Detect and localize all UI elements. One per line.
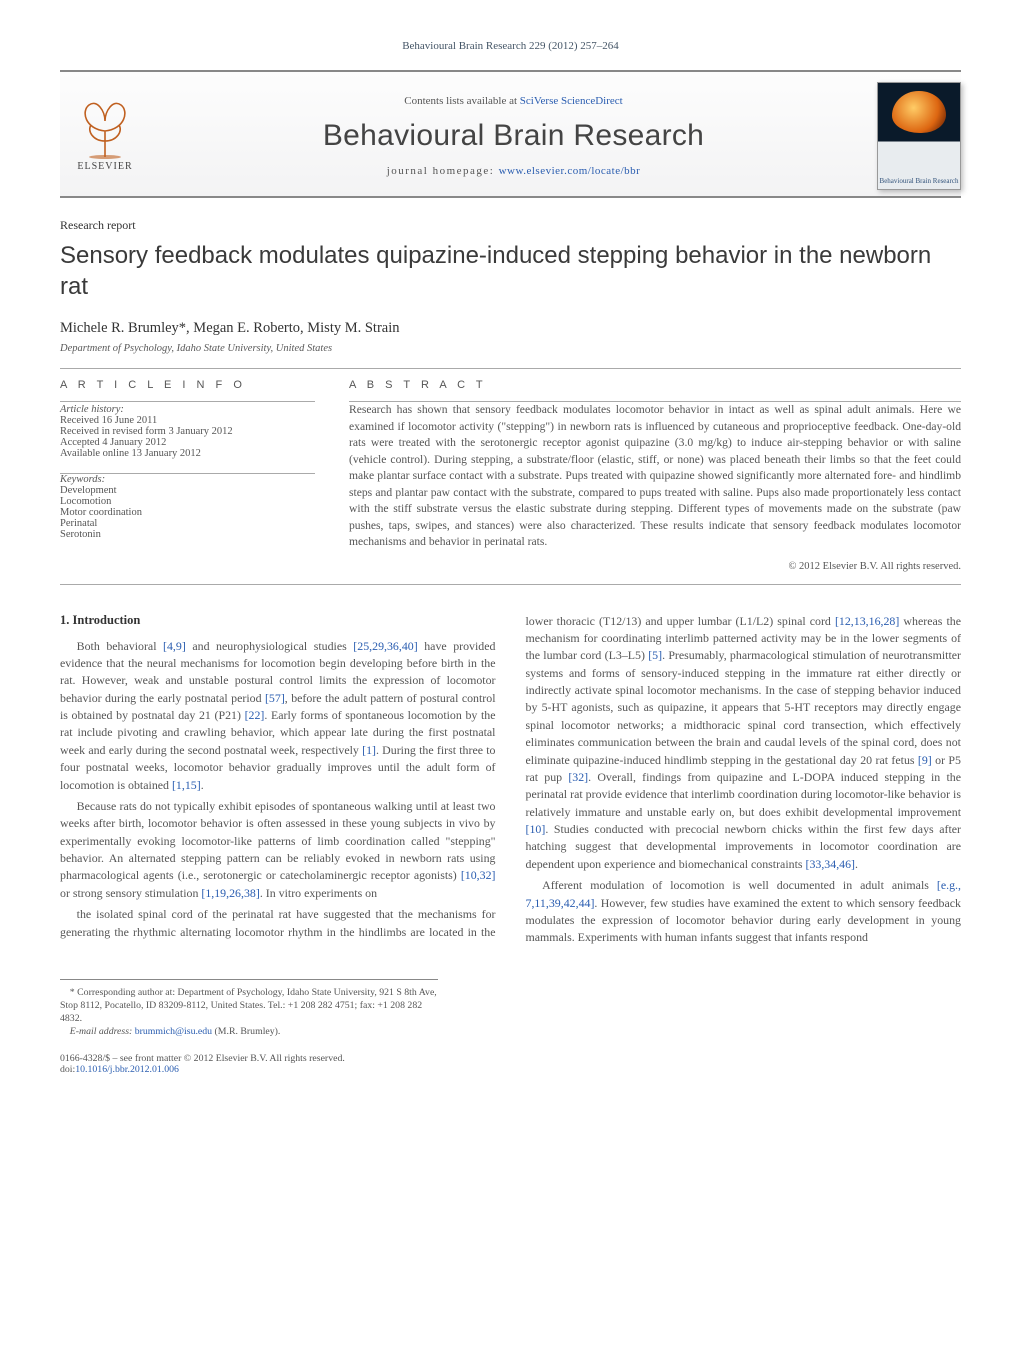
journal-reference: Behavioural Brain Research 229 (2012) 25… [60,40,961,52]
abstract-block: A B S T R A C T Research has shown that … [349,379,961,571]
reference-link[interactable]: [4,9] [163,639,186,653]
doi-line: doi:10.1016/j.bbr.2012.01.006 [60,1064,961,1075]
keyword: Development [60,485,315,496]
email-label: E-mail address: [70,1026,135,1037]
masthead: ELSEVIER Contents lists available at Sci… [60,72,961,196]
contents-prefix: Contents lists available at [404,95,519,107]
reference-link[interactable]: [1,15] [172,778,201,792]
reference-link[interactable]: [57] [265,691,285,705]
reference-link[interactable]: [33,34,46] [805,857,855,871]
footnotes: * Corresponding author at: Department of… [60,979,438,1039]
reference-link[interactable]: [22] [245,708,265,722]
doi-label: doi: [60,1064,75,1075]
rule-under-masthead [60,196,961,198]
email-tail: (M.R. Brumley). [212,1026,280,1037]
doi-link[interactable]: 10.1016/j.bbr.2012.01.006 [75,1064,179,1075]
author-email-link[interactable]: brummich@isu.edu [135,1026,212,1037]
history-label: Article history: [60,404,315,415]
rule-above-info [60,368,961,369]
abstract-copyright: © 2012 Elsevier B.V. All rights reserved… [349,561,961,572]
keyword: Locomotion [60,496,315,507]
reference-link[interactable]: [12,13,16,28] [835,614,899,628]
journal-cover-thumb: Behavioural Brain Research [877,82,961,190]
info-abstract-row: A R T I C L E I N F O Article history: R… [60,379,961,571]
history-line: Available online 13 January 2012 [60,448,315,459]
affiliation: Department of Psychology, Idaho State Un… [60,343,961,354]
article-info-heading: A R T I C L E I N F O [60,379,315,391]
body-paragraph: Because rats do not typically exhibit ep… [60,798,496,902]
reference-link[interactable]: [1,19,26,38] [201,886,259,900]
authors: Michele R. Brumley*, Megan E. Roberto, M… [60,320,961,337]
reference-link[interactable]: [1] [362,743,376,757]
reference-link[interactable]: [10,32] [461,868,496,882]
publisher-logo: ELSEVIER [60,91,150,181]
abstract-heading: A B S T R A C T [349,379,961,391]
keywords-label: Keywords: [60,474,315,485]
homepage-link[interactable]: www.elsevier.com/locate/bbr [499,165,641,177]
article-title: Sensory feedback modulates quipazine-ind… [60,241,961,302]
reference-link[interactable]: [10] [526,822,546,836]
reference-link[interactable]: [9] [918,753,932,767]
journal-title: Behavioural Brain Research [150,119,877,153]
article-section-label: Research report [60,218,961,233]
front-matter: 0166-4328/$ – see front matter © 2012 El… [60,1053,961,1075]
history-line: Received 16 June 2011 [60,415,315,426]
rule-info-1 [60,401,315,402]
article-body: 1. Introduction Both behavioral [4,9] an… [60,613,961,947]
history-line: Accepted 4 January 2012 [60,437,315,448]
elsevier-tree-icon [75,101,135,159]
sciencedirect-link[interactable]: SciVerse ScienceDirect [520,95,623,107]
email-line: E-mail address: brummich@isu.edu (M.R. B… [60,1025,438,1038]
abstract-text: Research has shown that sensory feedback… [349,402,961,550]
reference-link[interactable]: [e.g., 7,11,39,42,44] [526,878,962,909]
issn-line: 0166-4328/$ – see front matter © 2012 El… [60,1053,961,1064]
homepage-line: journal homepage: www.elsevier.com/locat… [150,165,877,177]
keyword: Motor coordination [60,507,315,518]
reference-link[interactable]: [25,29,36,40] [353,639,417,653]
cover-label: Behavioural Brain Research [878,177,960,185]
reference-link[interactable]: [32] [568,770,588,784]
keyword: Serotonin [60,529,315,540]
body-paragraph: Afferent modulation of locomotion is wel… [526,877,962,947]
history-line: Received in revised form 3 January 2012 [60,426,315,437]
masthead-center: Contents lists available at SciVerse Sci… [150,95,877,177]
rule-below-abstract [60,584,961,585]
keyword: Perinatal [60,518,315,529]
corresponding-author-note: * Corresponding author at: Department of… [60,986,438,1026]
publisher-name: ELSEVIER [77,161,132,172]
contents-line: Contents lists available at SciVerse Sci… [150,95,877,107]
article-info-block: A R T I C L E I N F O Article history: R… [60,379,315,571]
section-heading-introduction: 1. Introduction [60,613,496,628]
body-paragraph: Both behavioral [4,9] and neurophysiolog… [60,638,496,794]
brain-icon [892,91,946,133]
homepage-prefix: journal homepage: [387,165,499,177]
reference-link[interactable]: [5] [648,648,662,662]
